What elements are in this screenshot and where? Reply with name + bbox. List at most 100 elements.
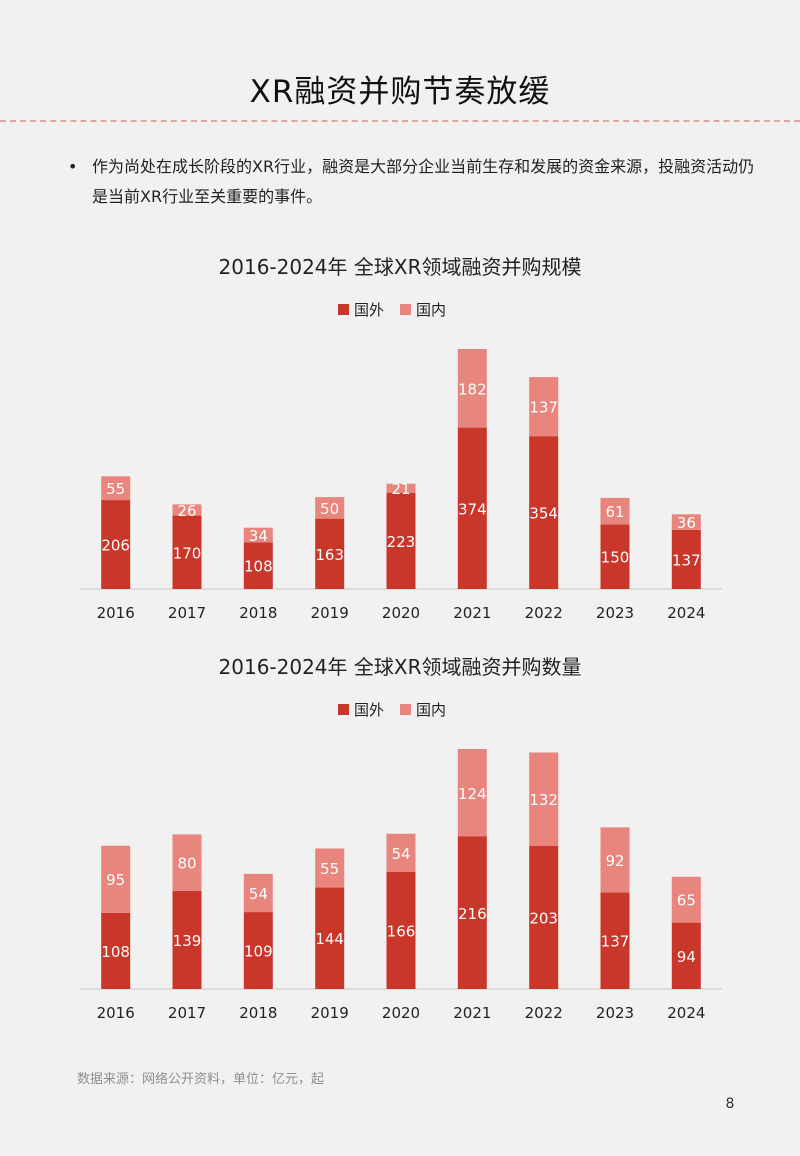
page-title: XR融资并购节奏放缓 xyxy=(249,74,551,110)
legend-swatch-domestic xyxy=(400,704,411,715)
bar-overseas-2024 xyxy=(671,922,701,989)
data-label: 139 xyxy=(173,932,202,950)
data-label: 36 xyxy=(677,514,696,532)
bar-domestic-2018 xyxy=(243,873,273,912)
x-tick-label: 2023 xyxy=(596,604,634,622)
x-tick-label: 2016 xyxy=(97,604,135,622)
bar-overseas-2020 xyxy=(386,871,416,989)
data-label: 163 xyxy=(315,546,344,564)
bar-domestic-2024 xyxy=(671,876,701,923)
chart-title: 2016-2024年 全球XR领域融资并购规模 xyxy=(219,255,582,279)
data-label: 137 xyxy=(672,551,701,569)
bar-domestic-2024 xyxy=(671,514,701,530)
legend-label: 国内 xyxy=(416,701,446,719)
title-divider xyxy=(0,120,800,122)
x-tick-label: 2016 xyxy=(97,1004,135,1022)
bar-domestic-2020 xyxy=(386,833,416,872)
x-tick-label: 2017 xyxy=(168,1004,206,1022)
data-label: 223 xyxy=(387,533,416,551)
x-tick-label: 2022 xyxy=(525,604,563,622)
bar-domestic-2016 xyxy=(101,476,131,500)
legend-label: 国外 xyxy=(354,301,384,319)
legend-swatch-overseas xyxy=(338,704,349,715)
data-label: 95 xyxy=(106,871,125,889)
bar-domestic-2019 xyxy=(315,497,345,519)
data-label: 80 xyxy=(177,855,196,873)
data-label: 216 xyxy=(458,905,487,923)
data-label: 94 xyxy=(677,948,696,966)
data-label: 144 xyxy=(315,930,344,948)
bar-domestic-2023 xyxy=(600,497,630,525)
data-label: 55 xyxy=(106,480,125,498)
intro-paragraph: • 作为尚处在成长阶段的XR行业，融资是大部分企业当前生存和发展的资金来源，投融… xyxy=(68,152,758,212)
legend-swatch-domestic xyxy=(400,304,411,315)
bar-domestic-2019 xyxy=(315,848,345,888)
bar-domestic-2022 xyxy=(529,377,559,437)
x-tick-label: 2019 xyxy=(311,1004,349,1022)
bullet-marker: • xyxy=(68,157,78,176)
x-tick-label: 2021 xyxy=(453,604,491,622)
bar-domestic-2023 xyxy=(600,827,630,893)
bar-domestic-2016 xyxy=(101,845,131,913)
bar-domestic-2021 xyxy=(457,749,487,837)
bar-overseas-2016 xyxy=(101,500,131,589)
legend-swatch-overseas xyxy=(338,304,349,315)
bar-overseas-2016 xyxy=(101,912,131,989)
bar-overseas-2019 xyxy=(315,518,345,589)
data-label: 150 xyxy=(601,549,630,567)
data-label: 61 xyxy=(605,503,624,521)
x-tick-label: 2022 xyxy=(525,1004,563,1022)
data-label: 354 xyxy=(529,505,558,523)
bar-domestic-2018 xyxy=(243,527,273,543)
data-label: 374 xyxy=(458,500,487,518)
data-label: 108 xyxy=(244,558,273,576)
data-label: 54 xyxy=(249,885,268,903)
data-label: 54 xyxy=(391,845,410,863)
bar-overseas-2018 xyxy=(243,912,273,989)
x-tick-label: 2018 xyxy=(239,604,277,622)
bar-overseas-2021 xyxy=(457,836,487,989)
bar-domestic-2020 xyxy=(386,483,416,493)
data-label: 182 xyxy=(458,380,487,398)
bar-domestic-2017 xyxy=(172,504,202,516)
legend-label: 国外 xyxy=(354,701,384,719)
bar-overseas-2017 xyxy=(172,515,202,589)
bar-overseas-2021 xyxy=(457,427,487,589)
data-label: 206 xyxy=(101,537,130,555)
data-source-note: 数据来源：网络公开资料，单位：亿元，起 xyxy=(77,1072,325,1087)
bar-domestic-2021 xyxy=(457,349,487,428)
bar-overseas-2023 xyxy=(600,524,630,589)
data-label: 55 xyxy=(320,860,339,878)
x-tick-label: 2021 xyxy=(453,1004,491,1022)
bar-overseas-2024 xyxy=(671,529,701,589)
data-label: 65 xyxy=(677,892,696,910)
x-tick-label: 2024 xyxy=(667,1004,705,1022)
data-label: 137 xyxy=(601,933,630,951)
data-label: 50 xyxy=(320,500,339,518)
bar-domestic-2022 xyxy=(529,752,559,846)
data-label: 34 xyxy=(249,527,268,545)
data-label: 203 xyxy=(529,909,558,927)
data-label: 170 xyxy=(173,544,202,562)
x-tick-label: 2020 xyxy=(382,604,420,622)
data-label: 166 xyxy=(387,922,416,940)
data-label: 109 xyxy=(244,943,273,961)
data-label: 132 xyxy=(529,791,558,809)
x-tick-label: 2019 xyxy=(311,604,349,622)
x-tick-label: 2017 xyxy=(168,604,206,622)
page-number: 8 xyxy=(725,1096,735,1112)
bar-overseas-2020 xyxy=(386,492,416,589)
data-label: 21 xyxy=(391,480,410,498)
bar-overseas-2019 xyxy=(315,887,345,989)
bar-overseas-2023 xyxy=(600,892,630,989)
x-tick-label: 2023 xyxy=(596,1004,634,1022)
data-label: 92 xyxy=(605,852,624,870)
bar-overseas-2018 xyxy=(243,542,273,589)
data-label: 137 xyxy=(529,399,558,417)
bar-overseas-2022 xyxy=(529,845,559,989)
x-tick-label: 2018 xyxy=(239,1004,277,1022)
data-label: 108 xyxy=(101,943,130,961)
intro-text: 作为尚处在成长阶段的XR行业，融资是大部分企业当前生存和发展的资金来源，投融资活… xyxy=(92,157,755,206)
bar-domestic-2017 xyxy=(172,834,202,891)
